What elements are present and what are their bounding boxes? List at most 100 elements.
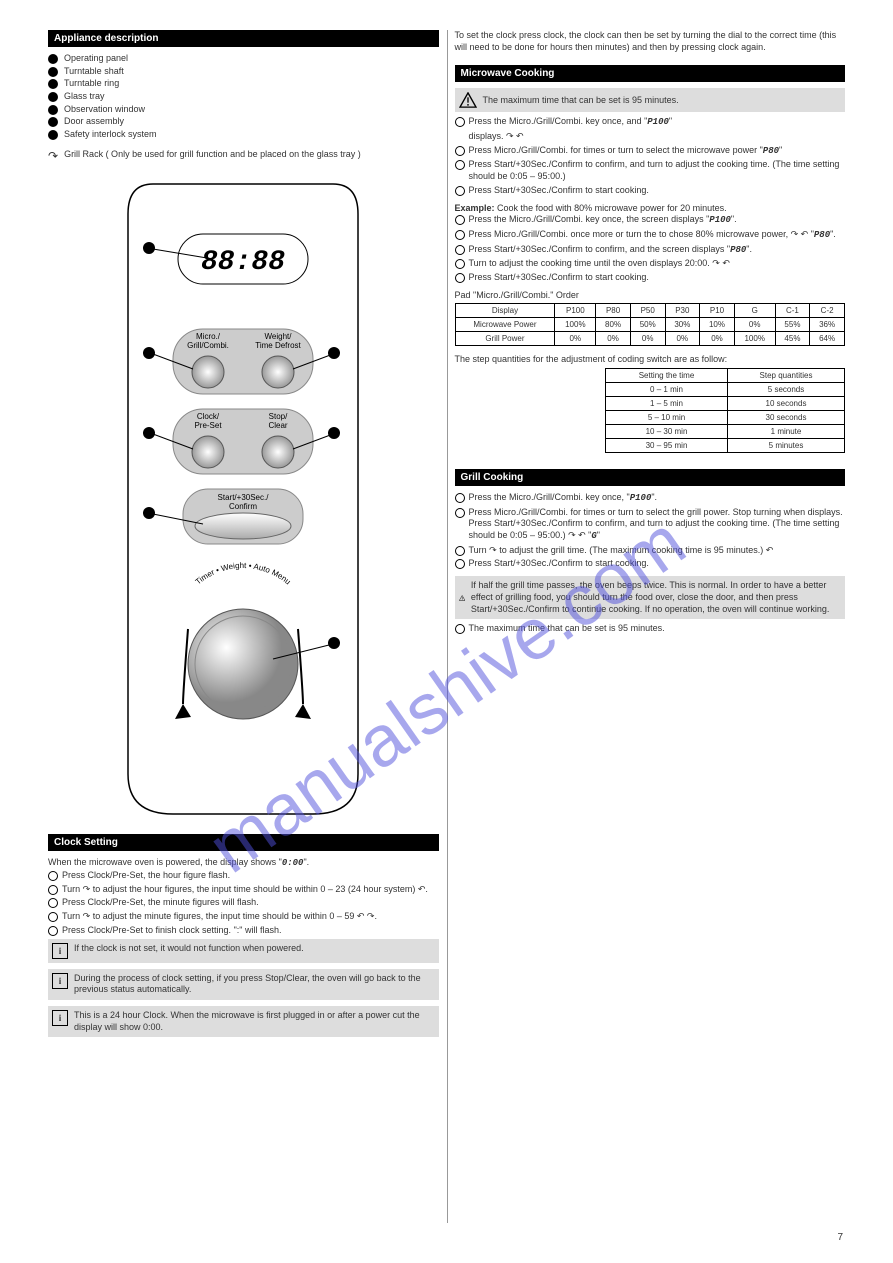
list-item: Door assembly (48, 116, 439, 128)
arrow-icon (48, 149, 58, 165)
cell: Setting the time (606, 369, 728, 383)
step-num-icon (455, 215, 465, 225)
step-text: Press Start/+30Sec./Confirm to start coo… (469, 272, 649, 284)
display-text: 88:88 (201, 247, 285, 278)
info-box: iThis is a 24 hour Clock. When the micro… (48, 1006, 439, 1037)
bullet-icon (48, 92, 58, 102)
cell: P30 (665, 304, 700, 318)
cell: P100 (555, 304, 596, 318)
cell: 30% (665, 318, 700, 332)
table1-caption: Pad "Micro./Grill/Combi." Order (455, 290, 846, 302)
bullet-icon (48, 54, 58, 64)
warning-icon (459, 590, 465, 606)
table-row: 5 – 10 min30 seconds (606, 411, 845, 425)
clock-step: Turn ↷ to adjust the hour figures, the i… (48, 884, 439, 896)
parts-list: Operating panel Turntable shaft Turntabl… (48, 53, 439, 141)
step-text: Press Start/+30Sec./Confirm to confirm, … (469, 159, 846, 182)
intro-text: When the microwave oven is powered, the … (48, 857, 276, 867)
header-appliance-description: Appliance description (48, 30, 439, 47)
step-text: Press Start/+30Sec./Confirm to start coo… (469, 558, 649, 570)
step-num-icon (455, 546, 465, 556)
cell: 36% (810, 318, 845, 332)
bullet-icon (48, 79, 58, 89)
cell: 55% (775, 318, 810, 332)
cell: Step quantities (728, 369, 845, 383)
mc-step: Press Micro./Grill/Combi. for times or t… (455, 145, 846, 158)
header-clock-setting: Clock Setting (48, 834, 439, 851)
step-text: Press Start/+30Sec./Confirm to start coo… (469, 185, 649, 197)
header-microwave-cooking: Microwave Cooking (455, 65, 846, 82)
list-item: Turntable shaft (48, 66, 439, 78)
table-row: Microwave Power 100% 80% 50% 30% 10% 0% … (455, 318, 845, 332)
list-item: Observation window (48, 104, 439, 116)
cell: 0% (665, 332, 700, 346)
info-text: If the clock is not set, it would not fu… (74, 943, 304, 955)
step-num-icon (455, 117, 465, 127)
power-table: Display P100 P80 P50 P30 P10 G C-1 C-2 M… (455, 303, 846, 346)
grill-rack-note: Grill Rack ( Only be used for grill func… (48, 149, 439, 165)
control-panel-diagram: 88:88 Micro./ Grill/Combi. Weight/ Time … (113, 174, 373, 824)
list-item: Glass tray (48, 91, 439, 103)
ex-step: Press the Micro./Grill/Combi. key once, … (455, 214, 846, 227)
step-text: The maximum time that can be set is 95 m… (469, 623, 665, 635)
cell: 5 seconds (728, 383, 845, 397)
ex-step: Press Start/+30Sec./Confirm to confirm, … (455, 244, 846, 257)
clock-step: Press Clock/Pre-Set, the hour figure fla… (48, 870, 439, 882)
part-label: Observation window (64, 104, 145, 116)
example: Example: Cook the food with 80% microwav… (455, 203, 846, 215)
clock-step: Press Clock/Pre-Set, the minute figures … (48, 897, 439, 909)
svg-text:Time Defrost: Time Defrost (256, 341, 302, 350)
part-label: Safety interlock system (64, 129, 157, 141)
right-column: To set the clock press clock, the clock … (447, 30, 854, 1243)
cell: 5 – 10 min (606, 411, 728, 425)
step-text: Turn ↷ to adjust the grill time. (The ma… (469, 545, 774, 557)
cell: 0% (734, 318, 775, 332)
step-text: displays. ↷ ↶ (469, 131, 524, 143)
step-num-icon (48, 926, 58, 936)
step-num-icon (455, 186, 465, 196)
svg-text:Start/+30Sec./: Start/+30Sec./ (218, 493, 270, 502)
warning-box: If half the grill time passes, the oven … (455, 576, 846, 619)
cell: 100% (734, 332, 775, 346)
cell: 30 – 95 min (606, 439, 728, 453)
cell: 10% (700, 318, 735, 332)
step-num-icon (455, 230, 465, 240)
step-text: Press Start/+30Sec./Confirm to confirm, … (469, 244, 752, 257)
cell: 0 – 1 min (606, 383, 728, 397)
part-label: Door assembly (64, 116, 124, 128)
cell: P80 (596, 304, 631, 318)
step-num-icon (48, 871, 58, 881)
mc-step: Press the Micro./Grill/Combi. key once, … (455, 116, 846, 129)
cell: P10 (700, 304, 735, 318)
info-icon: i (52, 973, 68, 989)
svg-text:Weight/: Weight/ (265, 332, 293, 341)
table-row: 0 – 1 min5 seconds (606, 383, 845, 397)
cell: 5 minutes (728, 439, 845, 453)
table2-caption: The step quantities for the adjustment o… (455, 354, 846, 366)
part-label: Turntable ring (64, 78, 119, 90)
cell: 10 seconds (728, 397, 845, 411)
svg-text:Stop/: Stop/ (269, 412, 288, 421)
svg-text:Timer • Weight • Auto Menu: Timer • Weight • Auto Menu (194, 561, 293, 586)
list-item: Turntable ring (48, 78, 439, 90)
step-text: Press the Micro./Grill/Combi. key once, … (469, 214, 737, 227)
step-text: Press the Micro./Grill/Combi. key once, … (469, 116, 673, 129)
warning-text: The maximum time that can be set is 95 m… (483, 95, 679, 107)
page-number: 7 (837, 1232, 843, 1243)
list-item: Operating panel (48, 53, 439, 65)
cell: G (734, 304, 775, 318)
step-num-icon (48, 885, 58, 895)
clock-step: Turn ↷ to adjust the minute figures, the… (48, 911, 439, 923)
ex-step: Press Micro./Grill/Combi. once more or t… (455, 229, 846, 242)
table-row: Grill Power 0% 0% 0% 0% 0% 100% 45% 64% (455, 332, 845, 346)
table-row: 1 – 5 min10 seconds (606, 397, 845, 411)
cell: 0% (596, 332, 631, 346)
cell: 0% (630, 332, 665, 346)
warning-icon (459, 92, 477, 108)
cell: Display (455, 304, 555, 318)
step-num-icon (455, 160, 465, 170)
step-num-icon (48, 898, 58, 908)
step-num-icon (455, 245, 465, 255)
cell: 50% (630, 318, 665, 332)
grill-step: Turn ↷ to adjust the grill time. (The ma… (455, 545, 846, 557)
